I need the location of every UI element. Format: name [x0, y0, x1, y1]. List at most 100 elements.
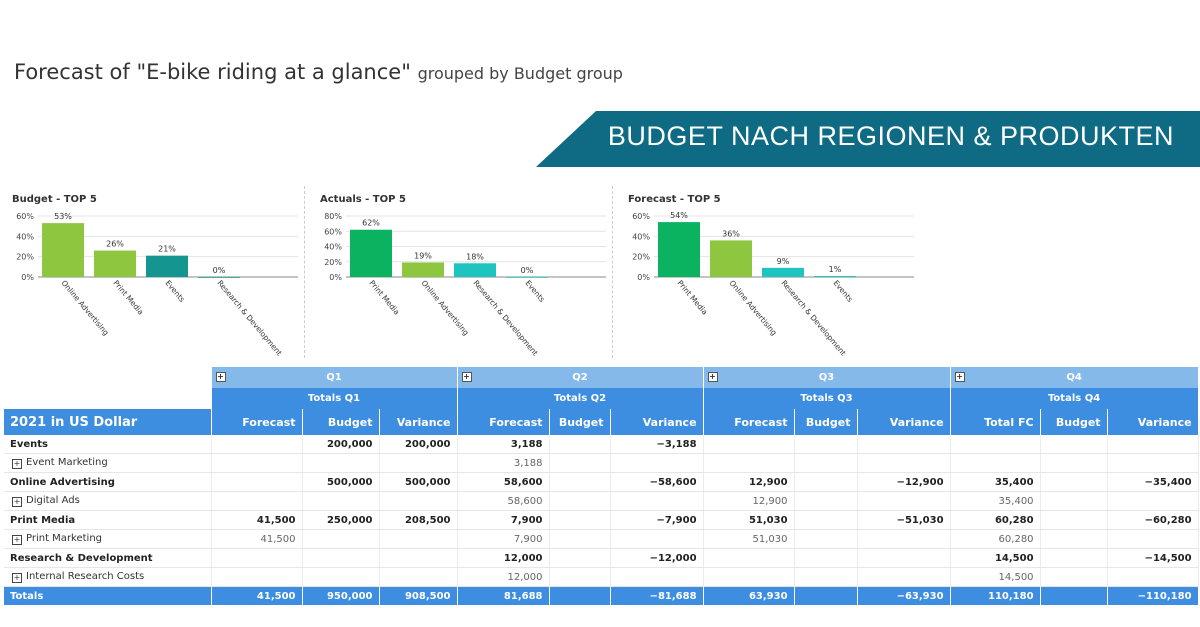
row-label-text: Online Advertising: [10, 476, 115, 488]
column-header[interactable]: Forecast: [703, 409, 795, 435]
quarter-header-q1[interactable]: + Q1: [211, 367, 458, 388]
table-cell: [610, 567, 704, 587]
table-cell: −58,600: [610, 472, 704, 492]
totals-header-row: Totals Q1 Totals Q2 Totals Q3 Totals Q4: [4, 388, 1199, 409]
expand-icon[interactable]: +: [12, 459, 22, 469]
table-cell: [549, 586, 611, 605]
table-cell: [549, 435, 611, 454]
table-subrow: + Print Marketing 41,500 7,900 51,030 60,280: [4, 529, 1199, 549]
category-label: Events: [523, 279, 546, 304]
column-header[interactable]: Budget: [794, 409, 858, 435]
chart-divider: [612, 186, 613, 358]
y-tick-label: 0%: [21, 273, 34, 282]
quarter-header-q2[interactable]: + Q2: [457, 367, 704, 388]
table-cell: [703, 453, 795, 473]
table-cell: 35,400: [950, 472, 1041, 492]
table-cell: [1107, 435, 1199, 454]
column-header[interactable]: Budget: [302, 409, 380, 435]
table-cell: [302, 548, 380, 568]
table-row: Online Advertising 500,000 500,000 58,600 −5…: [4, 472, 1199, 492]
row-sublabel[interactable]: + Internal Research Costs: [4, 567, 212, 587]
table-cell: [703, 567, 795, 587]
bar: [94, 250, 136, 277]
table-cell: [857, 529, 951, 549]
y-tick-label: 60%: [324, 227, 342, 236]
table-cell: [794, 548, 858, 568]
expand-icon[interactable]: +: [12, 573, 22, 583]
table-cell: 14,500: [950, 567, 1041, 587]
table-cell: [302, 529, 380, 549]
table-cell: [857, 567, 951, 587]
y-tick-label: 20%: [632, 253, 650, 262]
row-label-text: Print Marketing: [26, 533, 103, 544]
column-header[interactable]: Variance: [610, 409, 704, 435]
data-label: 26%: [106, 240, 124, 249]
data-label: 9%: [777, 257, 790, 266]
quarter-header-q3[interactable]: + Q3: [703, 367, 951, 388]
chart-divider: [304, 186, 305, 358]
y-tick-label: 0%: [637, 273, 650, 282]
page-title-sub: grouped by Budget group: [417, 64, 623, 83]
column-header[interactable]: Budget: [1040, 409, 1108, 435]
table-cell: [794, 510, 858, 530]
table-cell: 58,600: [457, 491, 550, 511]
row-sublabel[interactable]: + Print Marketing: [4, 529, 212, 549]
table-cell: 12,000: [457, 567, 550, 587]
table-cell: 7,900: [457, 529, 550, 549]
row-sublabel[interactable]: + Digital Ads: [4, 491, 212, 511]
y-tick-label: 80%: [324, 212, 342, 221]
table-cell: 110,180: [950, 586, 1041, 605]
table-cell: [302, 567, 380, 587]
bar: [42, 223, 84, 277]
expand-icon[interactable]: +: [707, 372, 718, 382]
expand-icon[interactable]: +: [215, 372, 226, 382]
column-header[interactable]: Variance: [1107, 409, 1199, 435]
table-subrow: + Event Marketing 3,188: [4, 453, 1199, 473]
quarter-header-q4[interactable]: + Q4: [950, 367, 1199, 388]
table-cell: 500,000: [302, 472, 380, 492]
y-tick-label: 40%: [16, 232, 34, 241]
table-cell: [379, 491, 458, 511]
row-sublabel[interactable]: + Event Marketing: [4, 453, 212, 473]
table-cell: −12,900: [857, 472, 951, 492]
table-cell: [379, 567, 458, 587]
expand-icon[interactable]: +: [461, 372, 472, 382]
chart-svg: Forecast - TOP 5 0% 20% 40% 60% 54% Print Medi…: [628, 194, 914, 357]
column-header[interactable]: Variance: [857, 409, 951, 435]
table-cell: 950,000: [302, 586, 380, 605]
table-cell: 12,900: [703, 491, 795, 511]
table-cell: [610, 491, 704, 511]
column-header[interactable]: Forecast: [457, 409, 550, 435]
category-label: Online Advertising: [727, 279, 778, 338]
data-label: 53%: [54, 212, 72, 221]
table-cell: [549, 472, 611, 492]
table-cell: 208,500: [379, 510, 458, 530]
table-cell: 7,900: [457, 510, 550, 530]
category-label: Online Advertising: [419, 279, 470, 338]
row-label-text: Events: [10, 438, 48, 450]
table-cell: [703, 435, 795, 454]
budget-pivot-table: + Q1 + Q2 + Q3 + Q4 Totals Q1 Totals Q2 Tota…: [4, 367, 1199, 605]
table-cell: 51,030: [703, 529, 795, 549]
table-cell: 60,280: [950, 529, 1041, 549]
column-header[interactable]: Budget: [549, 409, 611, 435]
table-cell: −14,500: [1107, 548, 1199, 568]
expand-icon[interactable]: +: [12, 497, 22, 507]
table-cell: [1040, 548, 1108, 568]
banner: BUDGET NACH REGIONEN & PRODUKTEN: [536, 111, 1200, 167]
table-cell: [549, 548, 611, 568]
column-header[interactable]: Total FC: [950, 409, 1041, 435]
y-tick-label: 20%: [324, 258, 342, 267]
column-header[interactable]: Variance: [379, 409, 458, 435]
table-cell: [302, 453, 380, 473]
expand-icon[interactable]: +: [954, 372, 965, 382]
table-cell: [211, 548, 303, 568]
table-subrow: + Internal Research Costs 12,000 14,500: [4, 567, 1199, 587]
category-label: Print Media: [367, 279, 401, 317]
column-header[interactable]: Forecast: [211, 409, 303, 435]
forecast-top5-chart: Forecast - TOP 5 0% 20% 40% 60% 54% Print Medi…: [624, 188, 916, 362]
table-cell: 60,280: [950, 510, 1041, 530]
expand-icon[interactable]: +: [12, 535, 22, 545]
table-cell: 41,500: [211, 586, 303, 605]
table-cell: [794, 453, 858, 473]
